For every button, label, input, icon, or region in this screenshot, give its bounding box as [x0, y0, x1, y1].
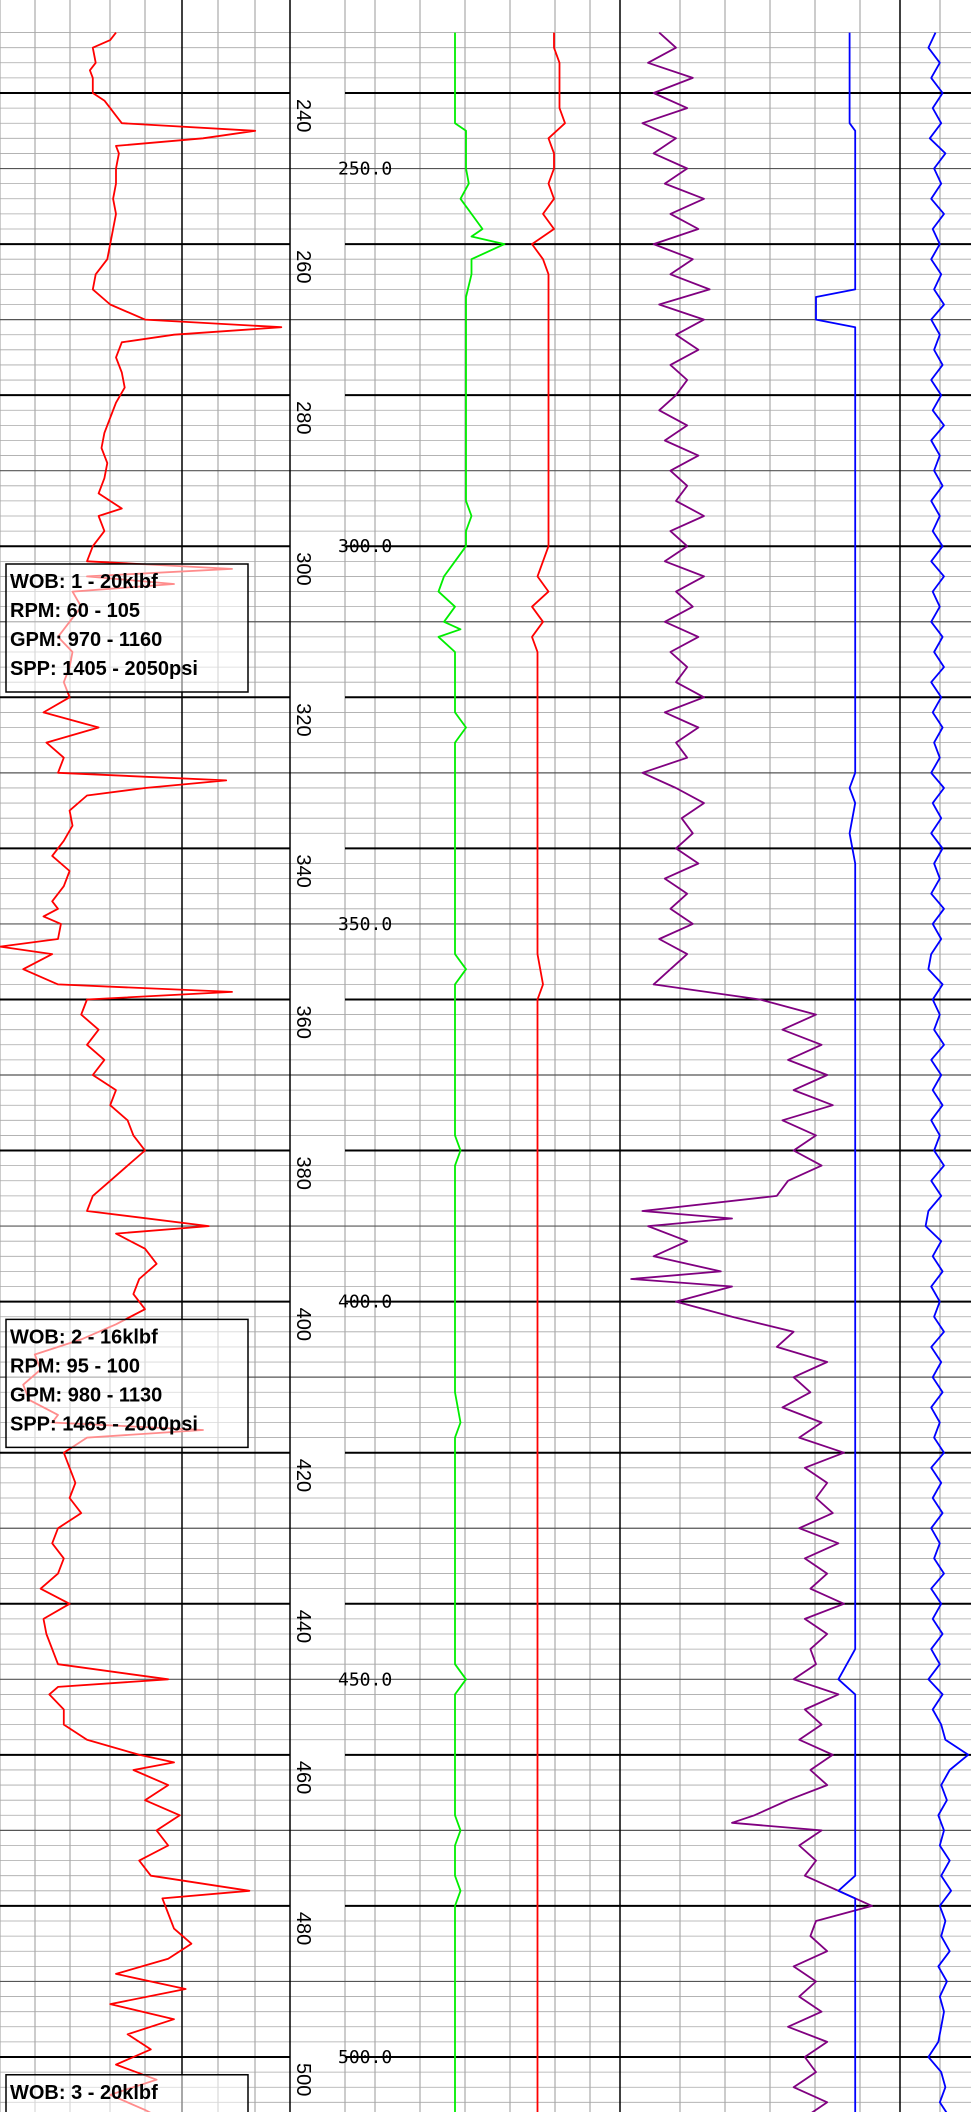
- drilling-parameter-annotations: WOB: 1 - 20klbf RPM: 60 - 105 GPM: 970 - 1…: [5, 563, 249, 2112]
- annotation-line: SPP: 1465 - 2000psi: [10, 1413, 198, 1435]
- annotation-line: GPM: 970 - 1160: [10, 629, 162, 651]
- depth-marker-labels: 250.0 300.0 350.0 400.0 450.0 500.0: [338, 159, 392, 2068]
- depth-tick-label: 460: [292, 1761, 314, 1794]
- depth-tick-label: 480: [292, 1912, 314, 1945]
- annotation-line: WOB: 2 - 16klbf: [10, 1326, 158, 1348]
- depth-marker-label: 400.0: [338, 1292, 392, 1313]
- depth-marker-label: 500.0: [338, 2047, 392, 2068]
- depth-tick-label: 380: [292, 1157, 314, 1190]
- annotation-line: RPM: 60 - 105: [10, 600, 140, 622]
- depth-tick-label: 440: [292, 1610, 314, 1643]
- depth-marker-label: 300.0: [338, 536, 392, 557]
- depth-tick-label: 360: [292, 1005, 314, 1038]
- annotation-line: WOB: 1 - 20klbf: [10, 571, 158, 593]
- depth-tick-label: 300: [292, 552, 314, 585]
- log-curve-track4: [924, 32, 970, 2112]
- annotation-box: WOB: 1 - 20klbf RPM: 60 - 105 GPM: 970 - 1…: [5, 563, 249, 693]
- annotation-frame: [5, 2074, 249, 2112]
- annotation-frame: [5, 1318, 249, 1449]
- depth-tick-label: 260: [292, 250, 314, 283]
- log-curve-track3: [815, 32, 857, 2112]
- annotation-line: RPM: 85 - 100: [10, 2111, 140, 2112]
- annotation-line: RPM: 95 - 100: [10, 1355, 140, 1377]
- depth-marker-label: 450.0: [338, 1669, 392, 1690]
- annotation-line: GPM: 980 - 1130: [10, 1384, 162, 1406]
- log-curve-track1: [0, 32, 283, 2112]
- annotation-line: WOB: 3 - 20klbf: [10, 2082, 158, 2104]
- depth-tick-labels: 240 260 280 300 320 340 360 380 400 420 440 460 480 5…: [292, 99, 314, 2096]
- depth-marker-label: 350.0: [338, 914, 392, 935]
- depth-tick-label: 280: [292, 401, 314, 434]
- annotation-frame: [5, 563, 249, 693]
- depth-tick-label: 420: [292, 1459, 314, 1492]
- depth-tick-label: 500: [292, 2063, 314, 2096]
- log-curves: [0, 31, 970, 2112]
- depth-tick-label: 340: [292, 854, 314, 887]
- depth-tick-label: 400: [292, 1308, 314, 1341]
- depth-tick-label: 320: [292, 703, 314, 736]
- annotation-line: SPP: 1405 - 2050psi: [10, 658, 198, 680]
- annotation-box: WOB: 3 - 20klbf RPM: 85 - 100: [5, 2074, 249, 2112]
- depth-tick-label: 240: [292, 99, 314, 132]
- depth-marker-label: 250.0: [338, 159, 392, 180]
- annotation-box: WOB: 2 - 16klbf RPM: 95 - 100 GPM: 980 - 1…: [5, 1318, 249, 1449]
- log-curve-track3: [630, 31, 873, 2112]
- log-curve-track2: [437, 32, 506, 2112]
- log-curve-track2: [531, 32, 566, 2112]
